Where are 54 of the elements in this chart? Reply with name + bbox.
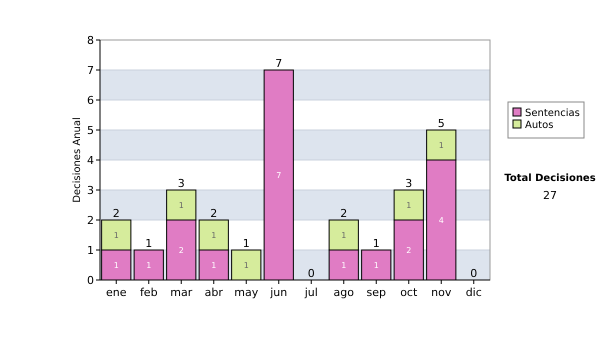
x-tick-label: dic <box>466 286 482 299</box>
x-tick-label: mar <box>170 286 193 299</box>
total-label: 0 <box>470 267 478 280</box>
legend-label: Autos <box>525 120 554 131</box>
data-label: 1 <box>114 231 119 240</box>
total-label: 2 <box>210 207 218 220</box>
y-tick-label: 3 <box>87 184 94 197</box>
total-label: 7 <box>275 57 282 70</box>
data-label: 1 <box>341 261 346 270</box>
data-label: 1 <box>374 261 379 270</box>
data-label: 1 <box>211 261 216 270</box>
total-label: 5 <box>438 117 445 130</box>
data-label: 1 <box>178 201 184 210</box>
x-tick-label: abr <box>204 286 224 299</box>
total-label: 2 <box>112 207 120 220</box>
total-label: 1 <box>145 237 152 250</box>
x-tick-label: sep <box>366 286 386 299</box>
legend-label: Sentencias <box>525 108 580 119</box>
total-label: 2 <box>340 207 348 220</box>
data-label: 1 <box>438 141 444 150</box>
text: Total Decisiones <box>504 173 596 184</box>
data-label: 2 <box>406 246 412 255</box>
x-tick-label: nov <box>431 286 452 299</box>
x-tick-label: feb <box>140 286 158 299</box>
x-tick-label: ago <box>334 286 354 299</box>
y-tick-label: 8 <box>87 34 94 47</box>
y-tick-label: 7 <box>87 64 94 77</box>
x-tick-label: jul <box>304 286 318 299</box>
total-label: 1 <box>372 237 380 250</box>
total-label: 3 <box>178 177 185 190</box>
y-axis-title: Decisiones Anual <box>72 117 83 203</box>
total-label: 3 <box>405 177 412 190</box>
data-label: 1 <box>341 231 346 240</box>
data-label: 1 <box>244 261 249 270</box>
data-label: 1 <box>211 231 216 240</box>
x-tick-label: jun <box>269 286 288 299</box>
y-tick-label: 2 <box>87 214 94 227</box>
y-tick-label: 4 <box>87 154 94 167</box>
data-label: 7 <box>276 171 282 180</box>
y-tick-label: 6 <box>87 94 94 107</box>
total-label: 0 <box>308 267 315 280</box>
x-tick-label: may <box>234 286 259 299</box>
data-label: 1 <box>114 261 119 270</box>
data-label: 2 <box>178 246 184 255</box>
data-label: 4 <box>438 216 444 225</box>
data-label: 1 <box>146 261 152 270</box>
y-tick-label: 0 <box>87 274 94 287</box>
data-label: 1 <box>406 201 412 210</box>
text: 27 <box>543 189 557 202</box>
x-tick-label: oct <box>400 286 418 299</box>
y-tick-label: 1 <box>87 244 94 257</box>
y-tick-label: 5 <box>87 124 94 137</box>
total-label: 1 <box>242 237 250 250</box>
x-tick-label: ene <box>106 286 127 299</box>
